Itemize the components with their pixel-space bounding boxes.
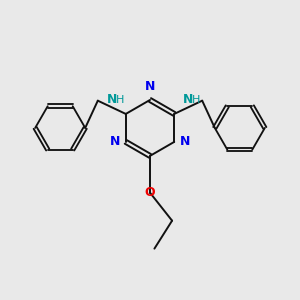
Text: H: H [116, 95, 124, 105]
Text: N: N [145, 80, 155, 94]
Text: O: O [145, 186, 155, 199]
Text: N: N [106, 93, 117, 106]
Text: H: H [192, 95, 201, 105]
Text: N: N [180, 135, 190, 148]
Text: N: N [183, 93, 194, 106]
Text: N: N [110, 135, 120, 148]
